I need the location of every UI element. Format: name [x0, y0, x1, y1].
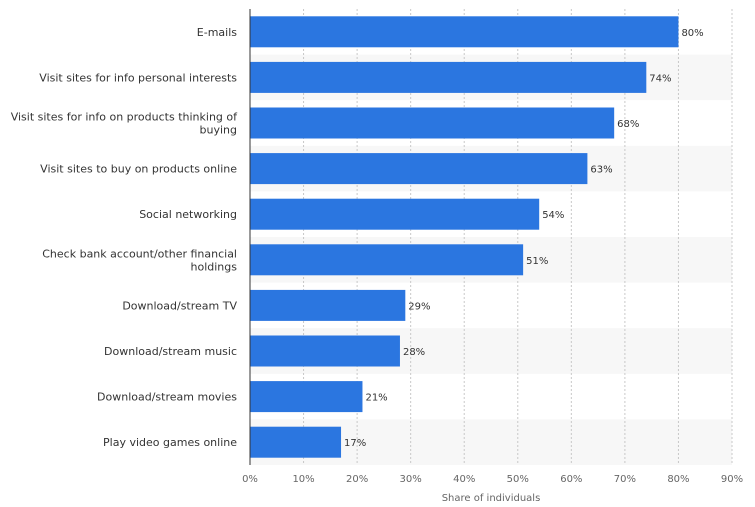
- bar: [250, 244, 524, 276]
- x-tick-label: 40%: [453, 474, 475, 485]
- category-label: Visit sites for info personal interests: [39, 71, 237, 84]
- value-label: 80%: [681, 28, 703, 39]
- value-label: 21%: [365, 393, 387, 404]
- value-label: 17%: [344, 438, 366, 449]
- bar: [250, 61, 647, 93]
- category-label: Play video games online: [103, 436, 237, 449]
- category-label: Social networking: [139, 208, 237, 221]
- category-label: Download/stream movies: [97, 391, 237, 404]
- x-tick-label: 20%: [346, 474, 368, 485]
- value-labels: 80% 74% 68% 63% 54% 51% 29% 28% 21% 17%: [344, 28, 704, 449]
- x-tick-label: 50%: [507, 474, 529, 485]
- value-label: 74%: [649, 73, 671, 84]
- x-tick-label: 90%: [721, 474, 743, 485]
- bar: [250, 289, 406, 321]
- value-label: 68%: [617, 119, 639, 130]
- bar: [250, 153, 588, 185]
- x-axis-title: Share of individuals: [442, 493, 541, 504]
- category-label: Visit sites for info on products thinkin…: [11, 111, 238, 137]
- category-label: E-mails: [197, 26, 237, 39]
- category-label: Download/stream music: [104, 345, 237, 358]
- value-label: 29%: [408, 301, 430, 312]
- bar: [250, 335, 400, 367]
- value-label: 51%: [526, 256, 548, 267]
- x-tick-label: 80%: [667, 474, 689, 485]
- bar: [250, 381, 363, 413]
- x-tick-label: 70%: [614, 474, 636, 485]
- category-label: Visit sites to buy on products online: [40, 163, 237, 176]
- bar: [250, 16, 679, 48]
- x-tick-label: 30%: [400, 474, 422, 485]
- category-label: Download/stream TV: [122, 299, 237, 312]
- x-tick-labels: 0% 10% 20% 30% 40% 50% 60% 70% 80% 90%: [242, 474, 743, 485]
- category-labels: E-mails Visit sites for info personal int…: [11, 26, 238, 449]
- bar: [250, 426, 342, 458]
- bar: [250, 198, 540, 230]
- value-label: 63%: [590, 165, 612, 176]
- category-label: Check bank account/other financial holdin…: [42, 247, 237, 273]
- value-label: 28%: [403, 347, 425, 358]
- value-label: 54%: [542, 210, 564, 221]
- x-tick-label: 0%: [242, 474, 258, 485]
- x-tick-label: 60%: [560, 474, 582, 485]
- bar: [250, 107, 615, 139]
- x-tick-label: 10%: [292, 474, 314, 485]
- bars: [250, 16, 679, 458]
